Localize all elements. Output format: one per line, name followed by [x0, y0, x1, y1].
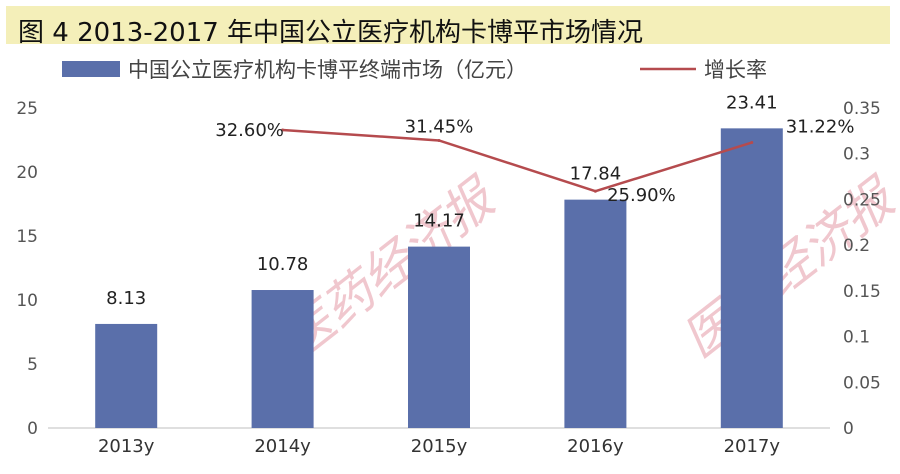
- bar-data-label: 23.41: [726, 92, 778, 113]
- line-data-label: 32.60%: [215, 120, 284, 141]
- bar-data-label: 14.17: [413, 211, 465, 232]
- title-bar: 图 4 2013-2017 年中国公立医疗机构卡博平市场情况: [6, 6, 890, 48]
- x-tick-label: 2013y: [98, 436, 155, 457]
- growth-point: [593, 189, 597, 193]
- y-right-tick-label: 0: [843, 419, 854, 439]
- line-data-label: 25.90%: [607, 185, 676, 206]
- chart-title: 图 4 2013-2017 年中国公立医疗机构卡博平市场情况: [18, 18, 644, 48]
- growth-point: [281, 128, 285, 132]
- bar-data-label: 8.13: [106, 288, 146, 309]
- x-tick-label: 2015y: [411, 436, 468, 457]
- bar-data-label: 17.84: [570, 164, 622, 185]
- growth-line: [282, 128, 753, 193]
- growth-point: [437, 138, 441, 142]
- y-left-tick-label: 10: [16, 291, 38, 311]
- bar: [251, 290, 314, 428]
- y-right-tick-label: 0.35: [843, 99, 881, 119]
- y-left-tick-label: 25: [16, 99, 38, 119]
- line-data-label: 31.22%: [786, 117, 855, 138]
- legend-swatch-bar: [62, 61, 120, 77]
- legend-label-line: 增长率: [704, 58, 767, 82]
- x-tick-label: 2014y: [254, 436, 311, 457]
- y-left-tick-label: 20: [16, 163, 38, 183]
- y-right-tick-label: 0.05: [843, 373, 881, 393]
- bar: [408, 246, 470, 428]
- x-tick-label: 2017y: [724, 436, 781, 457]
- y-right-tick-label: 0.15: [843, 282, 881, 302]
- y-left-tick-label: 5: [27, 355, 38, 375]
- y-left-tick-label: 15: [16, 227, 38, 247]
- bar: [564, 199, 627, 428]
- y-right-tick-label: 0.3: [843, 145, 870, 165]
- line-data-label: 31.45%: [405, 116, 474, 137]
- bar-data-label: 10.78: [257, 254, 309, 275]
- x-tick-label: 2016y: [567, 436, 624, 457]
- y-right-tick-label: 0.25: [843, 190, 881, 210]
- y-right-tick-label: 0.1: [843, 328, 870, 348]
- y-left-tick-label: 0: [27, 419, 38, 439]
- y-right-tick-label: 0.2: [843, 236, 870, 256]
- growth-point: [750, 141, 754, 145]
- bar: [95, 323, 158, 428]
- legend-label-bar: 中国公立医疗机构卡博平终端市场（亿元）: [128, 58, 527, 82]
- bar: [720, 128, 783, 429]
